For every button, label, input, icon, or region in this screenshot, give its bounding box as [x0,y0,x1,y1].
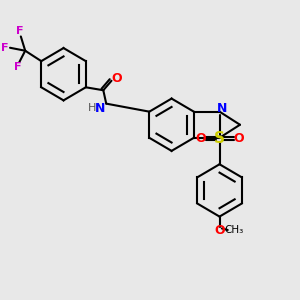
Text: N: N [94,103,105,116]
Text: F: F [14,62,22,72]
Text: F: F [1,43,8,53]
Text: N: N [217,102,227,115]
Text: S: S [214,131,225,146]
Text: CH₃: CH₃ [224,225,243,235]
Text: O: O [214,224,225,237]
Text: H: H [88,103,96,113]
Text: F: F [16,26,23,36]
Text: O: O [195,132,206,145]
Text: O: O [111,72,122,85]
Text: O: O [233,132,244,145]
